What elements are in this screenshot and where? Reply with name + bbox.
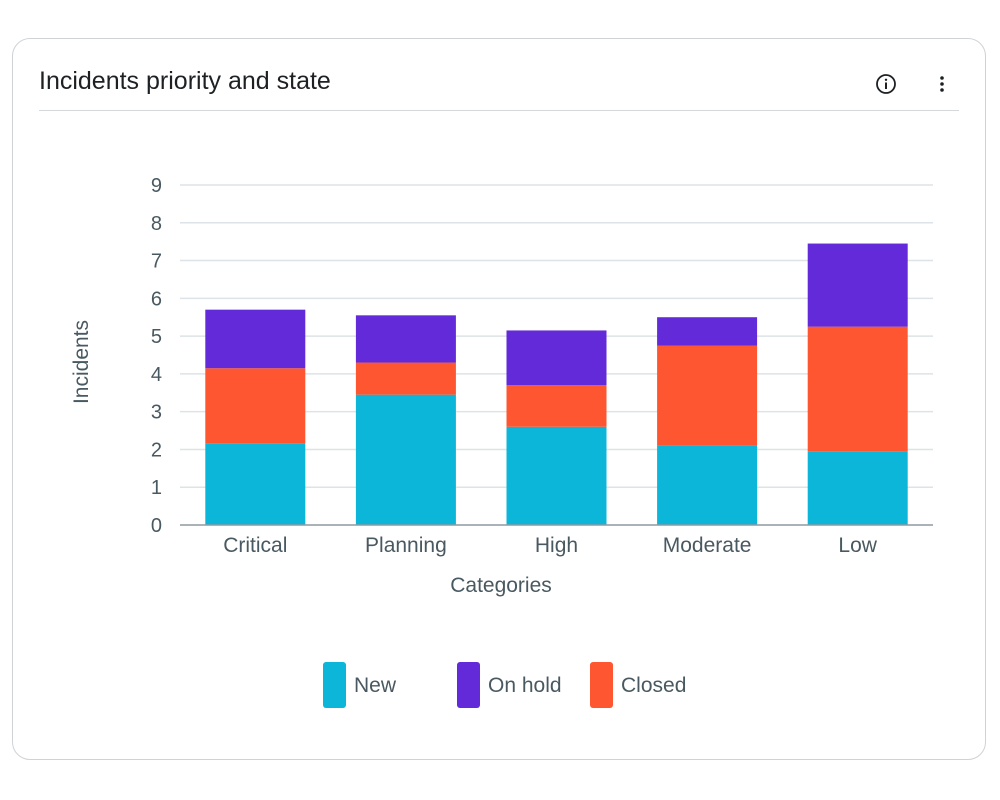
y-tick-label: 8	[151, 213, 162, 235]
bar-segment[interactable]	[807, 243, 908, 327]
y-tick-label: 1	[151, 477, 162, 499]
x-tick-label: Planning	[365, 534, 447, 557]
legend-label: On hold	[488, 674, 562, 697]
bar-segment[interactable]	[506, 426, 607, 525]
y-tick-label: 0	[151, 515, 162, 537]
legend-swatch	[457, 662, 480, 708]
legend-label: New	[354, 674, 397, 697]
bar-segment[interactable]	[506, 330, 607, 386]
bar-segment[interactable]	[205, 309, 306, 369]
x-tick-label: Low	[838, 534, 877, 557]
bar-segment[interactable]	[355, 362, 456, 395]
bar-segment[interactable]	[657, 317, 758, 346]
y-tick-label: 9	[151, 175, 162, 197]
legend-item[interactable]: On hold	[457, 662, 562, 708]
widget-title: Incidents priority and state	[39, 67, 331, 95]
x-axis-tick-labels: Critical Planning High Moderate Low	[223, 534, 878, 557]
chart-bars	[205, 243, 908, 525]
bar-segment[interactable]	[657, 345, 758, 446]
bar-segment[interactable]	[807, 326, 908, 452]
y-axis-ticks: 0 1 2 3 4 5 6 7 8 9	[151, 175, 162, 537]
info-circle-icon	[876, 74, 896, 94]
card-header: Incidents priority and state	[39, 39, 959, 111]
bar-segment[interactable]	[506, 385, 607, 427]
y-tick-label: 7	[151, 251, 162, 273]
chart-legend: New On hold Closed	[323, 662, 686, 708]
legend-item[interactable]: New	[323, 662, 397, 708]
y-tick-label: 2	[151, 439, 162, 461]
bar-segment[interactable]	[205, 443, 306, 525]
legend-swatch	[323, 662, 346, 708]
legend-swatch	[590, 662, 613, 708]
legend-label: Closed	[621, 674, 686, 697]
more-vertical-icon	[940, 76, 944, 92]
x-tick-label: Critical	[223, 534, 287, 557]
bar-segment[interactable]	[355, 315, 456, 363]
info-button[interactable]	[873, 71, 899, 97]
bar-segment[interactable]	[807, 451, 908, 525]
x-axis-title: Categories	[450, 574, 552, 597]
x-tick-label: High	[535, 534, 578, 557]
more-options-button[interactable]	[929, 71, 955, 97]
x-tick-label: Moderate	[663, 534, 752, 557]
legend-item[interactable]: Closed	[590, 662, 686, 708]
y-tick-label: 6	[151, 288, 162, 310]
bar-segment[interactable]	[657, 445, 758, 525]
y-tick-label: 5	[151, 326, 162, 348]
bar-segment[interactable]	[355, 394, 456, 525]
bar-segment[interactable]	[205, 368, 306, 444]
y-tick-label: 3	[151, 402, 162, 424]
y-tick-label: 4	[151, 364, 162, 386]
y-axis-title: Incidents	[70, 320, 93, 404]
